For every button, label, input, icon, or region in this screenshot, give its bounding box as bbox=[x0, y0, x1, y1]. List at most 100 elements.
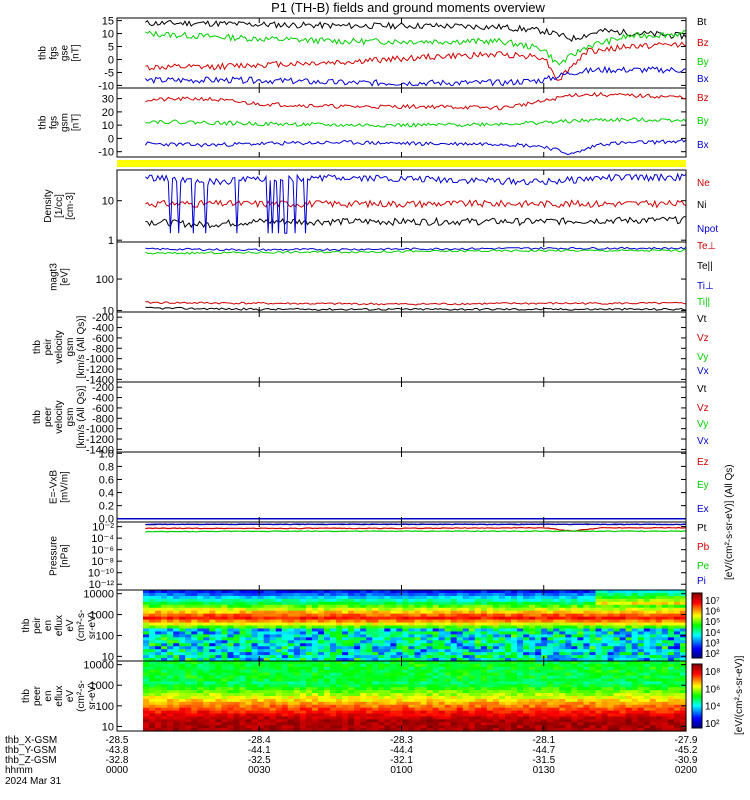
spectrogram-cell bbox=[311, 722, 319, 726]
spectrogram-cell bbox=[155, 622, 162, 627]
spectrogram-cell bbox=[149, 643, 156, 647]
spectrogram-cell bbox=[432, 693, 440, 697]
spectrogram-cell bbox=[257, 640, 265, 644]
spectrogram-cell bbox=[505, 707, 512, 712]
spectrogram-cell bbox=[619, 637, 627, 641]
spectrogram-cell bbox=[354, 607, 361, 612]
spectrogram-cell bbox=[336, 722, 343, 726]
spectrogram-cell bbox=[402, 698, 410, 703]
spectrogram-cell bbox=[619, 666, 627, 671]
spectrogram-cell bbox=[143, 610, 150, 615]
spectrogram-cell bbox=[643, 690, 651, 694]
spectrogram-cell bbox=[269, 607, 277, 612]
spectrogram-cell bbox=[143, 595, 150, 600]
spectrogram-cell bbox=[191, 704, 198, 709]
spectrogram-cell bbox=[577, 604, 585, 609]
spectrogram-cell bbox=[619, 640, 627, 644]
spectrogram-cell bbox=[348, 701, 355, 706]
series-line-Pi bbox=[145, 523, 687, 526]
spectrogram-cell bbox=[221, 719, 229, 723]
spectrogram-cell bbox=[511, 716, 518, 720]
spectrogram-cell bbox=[185, 675, 192, 680]
spectrogram-cell bbox=[432, 658, 440, 662]
spectrogram-cell bbox=[354, 661, 361, 665]
spectrogram-cell bbox=[324, 601, 331, 606]
spectrogram-cell bbox=[408, 696, 416, 700]
spectrogram-cell bbox=[643, 704, 651, 709]
spectrogram-cell bbox=[517, 716, 524, 720]
spectrogram-cell bbox=[601, 646, 609, 650]
spectrogram-cell bbox=[275, 613, 283, 618]
spectrogram-cell bbox=[486, 681, 494, 685]
spectrogram-cell bbox=[251, 604, 259, 609]
spectrogram-cell bbox=[456, 646, 464, 650]
spectrogram-cell bbox=[468, 655, 476, 659]
spectrogram-cell bbox=[547, 595, 554, 600]
spectrogram-cell bbox=[450, 625, 458, 630]
spectrogram-cell bbox=[505, 652, 512, 656]
spectrogram-cell bbox=[324, 649, 331, 653]
spectrogram-cell bbox=[239, 704, 247, 709]
spectrogram-cell bbox=[498, 592, 506, 597]
spectrogram-cell bbox=[384, 658, 391, 662]
spectrogram-cell bbox=[420, 713, 428, 718]
spectrogram-cell bbox=[601, 628, 609, 633]
spectrogram-cell bbox=[336, 619, 343, 624]
spectrogram-cell bbox=[631, 704, 639, 709]
spectrogram-cell bbox=[673, 681, 681, 685]
spectrogram-cell bbox=[263, 631, 271, 635]
spectrogram-cell bbox=[631, 684, 639, 688]
spectrogram-cell bbox=[227, 707, 235, 712]
spectrogram-cell bbox=[293, 649, 301, 653]
spectrogram-cell bbox=[366, 716, 373, 720]
spectrogram-cell bbox=[161, 658, 168, 662]
spectrogram-cell bbox=[372, 649, 379, 653]
spectrogram-cell bbox=[360, 598, 367, 603]
spectrogram-cell bbox=[167, 628, 174, 633]
spectrogram-cell bbox=[643, 655, 651, 659]
spectrogram-cell bbox=[547, 590, 554, 594]
spectrogram-cell bbox=[637, 595, 645, 600]
spectrogram-cell bbox=[149, 634, 156, 638]
spectrogram-cell bbox=[547, 687, 554, 691]
spectrogram-cell bbox=[197, 592, 204, 597]
spectrogram-cell bbox=[601, 690, 609, 694]
spectrogram-cell bbox=[486, 598, 494, 603]
spectrogram-cell bbox=[197, 716, 204, 720]
spectrogram-cell bbox=[203, 693, 210, 697]
spectrogram-cell bbox=[185, 707, 192, 712]
spectrogram-cell bbox=[583, 598, 591, 603]
spectrogram-cell bbox=[269, 698, 277, 703]
spectrogram-cell bbox=[251, 658, 259, 662]
spectrogram-cell bbox=[480, 669, 488, 674]
spectrogram-cell bbox=[354, 725, 361, 729]
spectrogram-cell bbox=[444, 693, 452, 697]
spectrogram-cell bbox=[348, 713, 355, 718]
spectrogram-cell bbox=[203, 631, 210, 635]
spectrogram-cell bbox=[595, 690, 603, 694]
spectrogram-cell bbox=[324, 710, 331, 715]
spectrogram-cell bbox=[529, 698, 536, 703]
spectrogram-cell bbox=[637, 655, 645, 659]
spectrogram-cell bbox=[619, 649, 627, 653]
spectrogram-cell bbox=[535, 681, 542, 685]
spectrogram-cell bbox=[191, 687, 198, 691]
spectrogram-cell bbox=[601, 704, 609, 709]
spectrogram-cell bbox=[342, 693, 349, 697]
spectrogram-cell bbox=[233, 666, 241, 671]
spectrogram-cell bbox=[444, 690, 452, 694]
spectrogram-cell bbox=[673, 669, 681, 674]
spectrogram-cell bbox=[402, 710, 410, 715]
spectrogram-cell bbox=[414, 725, 422, 729]
spectrogram-cell bbox=[511, 631, 518, 635]
spectrogram-cell bbox=[468, 678, 476, 683]
spectrogram-cell bbox=[239, 658, 247, 662]
spectrogram-cell bbox=[480, 681, 488, 685]
spectrogram-cell bbox=[426, 590, 434, 594]
spectrogram-cell bbox=[263, 710, 271, 715]
spectrogram-cell bbox=[619, 631, 627, 635]
spectrogram-cell bbox=[468, 625, 476, 630]
spectrogram-cell bbox=[197, 690, 204, 694]
spectrogram-cell bbox=[227, 646, 235, 650]
spectrogram-cell bbox=[529, 625, 536, 630]
